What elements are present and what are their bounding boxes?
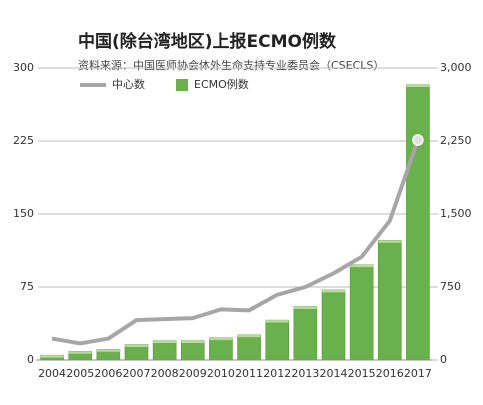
legend-swatch [176,79,188,91]
bar [152,340,177,361]
line-end-marker [412,134,424,146]
bar [237,334,261,361]
y-tick-label: 150 [13,207,34,220]
bar [377,240,402,361]
y2-tick-label: 0 [440,353,447,366]
y2-tick-label: 2,250 [440,134,472,147]
bar-top [124,344,149,347]
x-tick-label: 2011 [235,367,263,380]
x-tick-label: 2015 [348,367,376,380]
bar-top [378,240,402,243]
bar-top [68,351,92,354]
x-tick-label: 2004 [38,367,66,380]
x-tick-label: 2009 [179,367,207,380]
legend-label: 中心数 [112,78,145,91]
y-tick-label: 300 [13,61,34,74]
x-tick-label: 2014 [320,367,348,380]
bar [265,319,290,361]
y2-tick-label: 750 [440,280,461,293]
line [51,139,420,346]
bar [406,84,430,361]
x-tick-label: 2005 [66,367,94,380]
y-tick-label: 0 [27,353,34,366]
x-tick-label: 2017 [404,367,432,380]
bar [349,264,374,361]
x-tick-label: 2010 [207,367,235,380]
bar [180,340,205,361]
bar [321,289,346,361]
bar-top [153,340,177,344]
y-tick-label: 75 [20,280,34,293]
chart-title: 中国(除台湾地区)上报ECMO例数 [78,31,337,52]
y2-tick-label: 1,500 [440,207,472,220]
bar-top [265,320,289,323]
bar-top [237,334,261,338]
bar-top [40,355,64,358]
bar-top [181,340,205,344]
bar [209,337,233,361]
x-tick-label: 2006 [94,367,122,380]
x-tick-label: 2016 [376,367,404,380]
bar-top [321,289,346,293]
bar-top [350,264,374,268]
bar-top [293,306,317,309]
x-tick-label: 2007 [123,367,151,380]
x-tick-label: 2013 [291,367,319,380]
bar-top [209,337,233,341]
y-tick-label: 225 [13,134,34,147]
bar [293,306,318,361]
x-tick-label: 2012 [263,367,291,380]
x-tick-label: 2008 [151,367,179,380]
bar-top [96,349,120,352]
bar-top [406,84,430,88]
y2-tick-label: 3,000 [440,61,472,74]
legend-label: ECMO例数 [194,77,249,91]
chart-subtitle: 资料来源：中国医师协会体外生命支持专业委员会（CSECLS） [78,58,384,72]
